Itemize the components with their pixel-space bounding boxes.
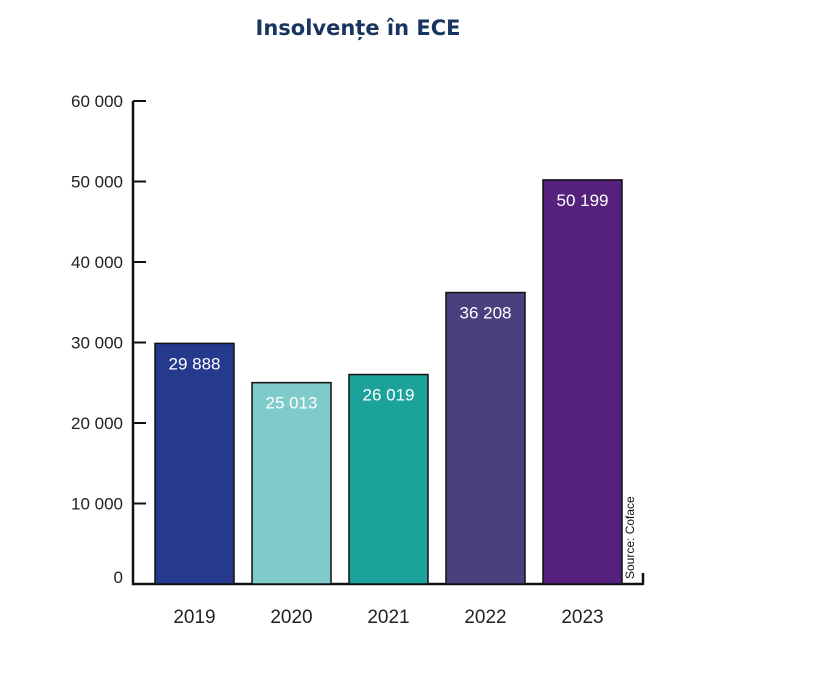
bar-2020 <box>251 381 332 585</box>
bar-2023 <box>542 179 623 585</box>
source-note: Source: Coface <box>623 496 637 579</box>
y-tick-label: 40 000 <box>71 253 123 272</box>
data-label: 50 199 <box>557 191 609 210</box>
y-tick-label: 0 <box>114 568 123 587</box>
data-label: 36 208 <box>460 304 512 323</box>
x-tick-label: 2019 <box>173 607 215 628</box>
y-tick-label: 20 000 <box>71 414 123 433</box>
x-tick-label: 2020 <box>270 607 312 628</box>
x-tick-label: 2022 <box>464 607 506 628</box>
data-label: 25 013 <box>266 394 318 413</box>
labels: 29 888 2019 25 013 2020 26 019 2021 36 208 2022… <box>169 191 638 628</box>
bar-2021 <box>348 373 429 585</box>
y-tick-label: 30 000 <box>71 334 123 353</box>
x-tick-label: 2023 <box>561 607 603 628</box>
data-label: 29 888 <box>169 354 221 373</box>
y-tick-label: 10 000 <box>71 495 123 514</box>
bars <box>154 179 623 585</box>
bar-2022 <box>445 291 526 585</box>
x-tick-label: 2021 <box>367 607 409 628</box>
y-tick-label: 60 000 <box>71 92 123 111</box>
chart-title: Insolvențe în ECE <box>255 16 461 40</box>
bar-2019 <box>154 342 235 585</box>
data-label: 26 019 <box>363 386 415 405</box>
y-tick-label: 50 000 <box>71 173 123 192</box>
